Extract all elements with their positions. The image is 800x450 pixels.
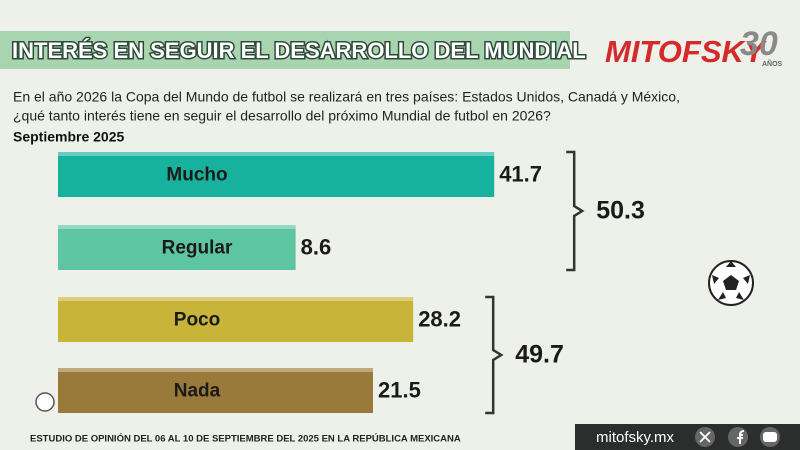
group-total: 49.7: [515, 341, 564, 369]
x-icon-glyph: [699, 431, 711, 443]
bar-highlight: [58, 368, 373, 372]
question-line: En el año 2026 la Copa del Mundo de futb…: [13, 89, 680, 105]
logo-number: 30: [740, 25, 778, 63]
value-label: 28.2: [418, 306, 461, 331]
logo-caption: AÑOS: [762, 59, 783, 68]
question-line: ¿qué tanto interés tiene en seguir el de…: [13, 108, 551, 124]
title-banner: [0, 31, 570, 69]
category-label: Poco: [174, 310, 220, 331]
facebook-glyph: [737, 430, 745, 444]
value-label: 21.5: [378, 377, 421, 402]
bar: [58, 297, 414, 342]
bar-highlight: [58, 152, 495, 156]
small-ball: [35, 392, 55, 412]
bar-highlight: [58, 297, 414, 301]
logo-name: MITOFSKY: [605, 34, 768, 69]
bar: [58, 368, 373, 413]
category-label: Mucho: [166, 165, 227, 186]
category-label: Regular: [162, 238, 233, 259]
website[interactable]: mitofsky.mx: [596, 429, 675, 446]
group-bracket: [566, 150, 585, 272]
category-label: Nada: [174, 381, 221, 402]
youtube-glyph: [763, 432, 777, 442]
title: INTERÉS EN SEGUIR EL DESARROLLO DEL MUND…: [12, 38, 586, 63]
group-bracket: [485, 295, 504, 415]
bar: [58, 152, 495, 197]
soccer-ball: [708, 260, 754, 306]
footer-source: ESTUDIO DE OPINIÓN DEL 06 AL 10 DE SEPTI…: [30, 433, 461, 445]
bar: [58, 225, 296, 270]
value-label: 8.6: [301, 234, 332, 259]
value-label: 41.7: [499, 161, 542, 186]
group-total: 50.3: [596, 197, 645, 225]
subtitle: Septiembre 2025: [13, 129, 124, 145]
bar-highlight: [58, 225, 296, 229]
